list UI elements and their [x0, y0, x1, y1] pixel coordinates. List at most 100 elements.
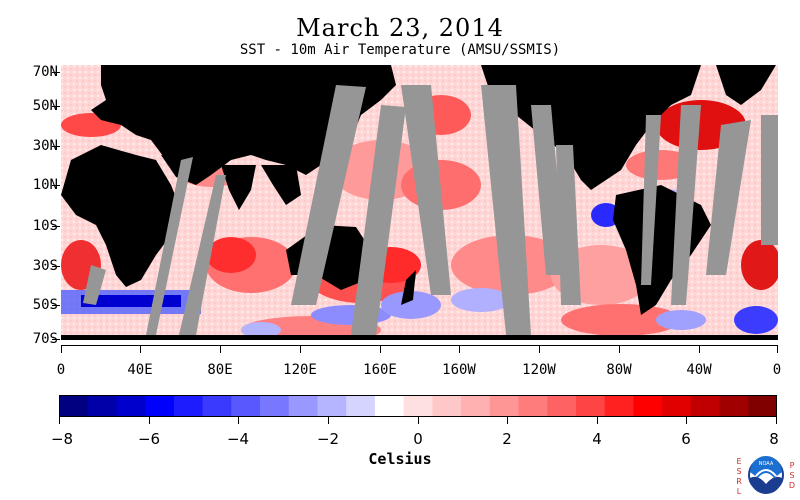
lon-tick — [777, 345, 778, 353]
colorbar-swatch — [145, 395, 175, 417]
colorbar-swatch — [87, 395, 118, 417]
colorbar-tick — [776, 417, 777, 424]
lat-tick — [52, 339, 60, 340]
colorbar-swatch — [575, 395, 606, 417]
colorbar-tick — [686, 417, 687, 424]
land-india — [221, 165, 256, 210]
lat-tick — [52, 185, 60, 186]
svg-text:L: L — [737, 487, 742, 496]
colorbar-title: Celsius — [368, 450, 432, 468]
lon-label: 40W — [686, 362, 712, 378]
lat-tick — [52, 266, 60, 267]
lon-label: 160E — [363, 362, 397, 378]
svg-text:P: P — [790, 461, 795, 470]
colorbar-swatch — [719, 395, 749, 417]
colorbar-border — [59, 395, 777, 417]
colorbar-label: −8 — [50, 430, 74, 448]
colorbar-tick — [418, 417, 419, 424]
colorbar-swatch — [288, 395, 319, 417]
svg-text:S: S — [789, 471, 794, 480]
colorbar-swatch — [518, 395, 548, 417]
land-new-zealand — [401, 270, 416, 305]
colorbar-swatch — [633, 395, 663, 417]
lat-tick — [52, 146, 60, 147]
esrl-text: E S R L — [736, 457, 742, 496]
land-se-asia — [261, 165, 301, 205]
temperature-map — [61, 65, 778, 340]
colorbar-tick — [597, 417, 598, 424]
lat-label: 70N — [32, 64, 58, 80]
colorbar-tick — [149, 417, 150, 424]
land-greenland — [716, 65, 776, 105]
colorbar-swatch — [202, 395, 232, 417]
colorbar-swatch — [547, 395, 577, 417]
colorbar-label: 4 — [592, 430, 602, 448]
lon-label: 80W — [606, 362, 632, 378]
map-title: March 23, 2014 — [296, 14, 504, 42]
colorbar-swatch — [690, 395, 721, 417]
lat-label: 30N — [32, 138, 58, 154]
colorbar-label: 2 — [502, 430, 512, 448]
lon-label: 120W — [522, 362, 556, 378]
colorbar-swatch — [604, 395, 634, 417]
colorbar-swatch — [260, 395, 290, 417]
lat-label: 50N — [32, 98, 58, 114]
colorbar-swatch — [489, 395, 520, 417]
land-antarctica — [61, 335, 778, 340]
svg-text:NOAA: NOAA — [759, 461, 774, 467]
colorbar-swatch — [662, 395, 692, 417]
missing-data-swaths — [83, 85, 778, 335]
lon-tick — [220, 345, 221, 353]
lon-tick — [619, 345, 620, 353]
colorbar-swatch — [432, 395, 462, 417]
colorbar-tick — [59, 417, 60, 424]
colorbar-label: −2 — [316, 430, 340, 448]
colorbar-label: 6 — [681, 430, 691, 448]
lat-label: 70S — [32, 331, 58, 347]
lat-tick — [52, 305, 60, 306]
lon-label: 120E — [283, 362, 317, 378]
colorbar-label: 8 — [769, 430, 779, 448]
svg-text:R: R — [736, 477, 742, 486]
colorbar-swatch — [346, 395, 376, 417]
colorbar-swatch — [173, 395, 204, 417]
lon-tick — [380, 345, 381, 353]
map-subtitle: SST - 10m Air Temperature (AMSU/SSMIS) — [239, 42, 561, 58]
colorbar-tick — [507, 417, 508, 424]
colorbar-label: −6 — [137, 430, 161, 448]
colorbar-label: 0 — [413, 430, 423, 448]
colorbar-swatch — [374, 395, 405, 417]
land-north-america — [481, 65, 701, 190]
noaa-esrl-psd-logo: E S R L P S D NOAA — [736, 456, 795, 496]
lon-tick — [459, 345, 460, 353]
land-africa — [61, 145, 181, 287]
svg-text:E: E — [736, 457, 741, 466]
lat-label: 10N — [32, 177, 58, 193]
lon-tick — [61, 345, 62, 353]
colorbar-swatch — [59, 395, 89, 417]
land-eurasia — [91, 65, 396, 175]
lat-label: 50S — [32, 297, 58, 313]
colorbar-swatch — [748, 395, 777, 417]
lon-label: 0 — [56, 362, 66, 378]
lat-label: 30S — [32, 258, 58, 274]
colorbar-tick — [238, 417, 239, 424]
psd-text: P S D — [789, 461, 795, 490]
colorbar-swatches — [59, 395, 777, 417]
lon-label: 80E — [207, 362, 233, 378]
colorbar-swatch — [317, 395, 347, 417]
lat-tick — [52, 106, 60, 107]
svg-text:D: D — [789, 481, 795, 490]
lon-tick — [140, 345, 141, 353]
lat-label: 10S — [32, 218, 58, 234]
colorbar-tick — [328, 417, 329, 424]
lat-tick — [52, 226, 60, 227]
colorbar-label: −4 — [226, 430, 250, 448]
lon-label: 0 — [772, 362, 782, 378]
colorbar-swatch — [403, 395, 433, 417]
svg-text:S: S — [736, 467, 741, 476]
lon-axis-line — [61, 345, 778, 346]
colorbar-swatch — [461, 395, 491, 417]
colorbar-swatch — [116, 395, 146, 417]
colorbar-swatch — [231, 395, 261, 417]
